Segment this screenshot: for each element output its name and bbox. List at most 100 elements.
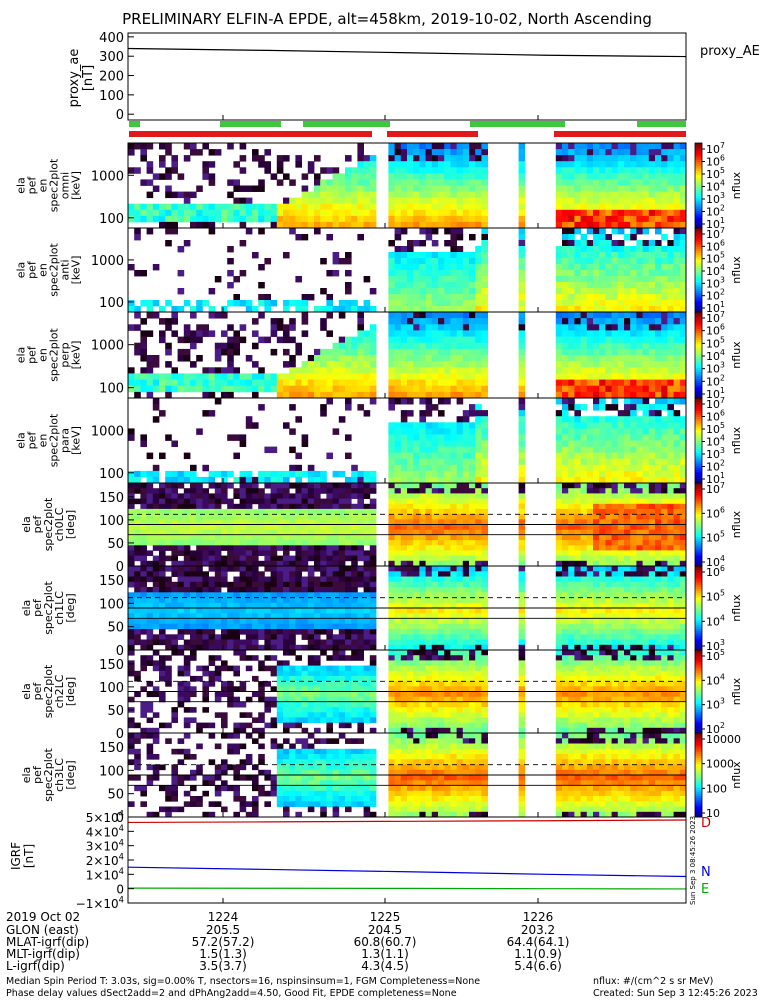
heat-cell [667,379,674,387]
heat-cell [518,555,526,562]
heat-cell [165,348,172,356]
heat-cell [456,618,464,625]
heat-cell [431,422,439,429]
heat-cell [661,385,668,393]
heat-cell [233,215,240,223]
heat-cell [239,508,247,515]
heat-cell [357,391,364,399]
heat-cell [196,149,203,156]
heat-cell [295,197,302,205]
heat-cell [425,618,433,625]
heat-cell [462,367,470,374]
heat-cell [307,581,315,588]
heat-cell [431,300,439,307]
heat-cell [438,571,445,577]
heat-cell [183,592,191,598]
heat-cell [555,252,563,259]
heat-cell [146,215,154,223]
heat-cell [400,639,408,646]
heat-cell [252,391,259,399]
heat-cell [208,623,216,630]
heat-cell [357,197,364,205]
heat-cell [159,215,166,223]
heat-cell [518,428,526,435]
heat-cell [295,276,302,283]
heat-cell [611,282,619,289]
heat-cell [221,634,228,640]
heat-cell [252,519,259,525]
heat-cell [586,550,594,556]
heat-cell [636,476,643,484]
heat-cell [450,355,457,362]
heat-cell [183,488,191,494]
heat-cell [252,597,259,604]
heat-cell [599,470,606,478]
heat-cell [270,555,278,562]
heat-cell [667,318,674,325]
heat-cell [239,143,247,150]
heat-cell [128,560,135,567]
heat-cell [258,550,265,556]
heat-cell [413,300,420,307]
heat-cell [431,608,439,614]
heat-cell [338,203,346,211]
heat-cell [593,560,600,567]
heat-cell [425,264,433,271]
heat-cell [165,592,172,598]
heat-cell [642,434,650,441]
heat-cell [134,629,141,635]
heat-cell [245,623,253,630]
heat-cell [431,514,439,520]
heat-cell [611,306,619,313]
heat-cell [648,483,656,489]
heat-cell [208,373,216,380]
heat-cell [431,282,439,289]
heat-cell [450,613,457,619]
heat-cell [469,221,476,229]
heat-cell [450,228,457,235]
heat-cell [469,300,476,307]
heat-cell [152,355,160,362]
heat-cell [165,639,172,646]
heat-cell [332,498,340,505]
heat-cell [636,355,643,362]
heat-cell [345,550,352,556]
heat-cell [630,221,637,229]
heat-cell [400,416,408,423]
heat-cell [456,342,464,350]
heat-cell [469,587,476,593]
heat-cell [438,581,445,588]
heat-cell [661,324,668,331]
heat-cell [605,361,612,368]
heat-cell [450,391,457,399]
heat-cell [270,534,278,541]
heat-cell [289,634,296,640]
heat-cell [456,373,464,380]
heat-cell [394,644,402,651]
heat-cell [444,221,451,229]
heat-cell [413,373,420,380]
heat-cell [661,422,668,429]
heat-cell [171,540,178,546]
heat-cell [599,324,606,331]
heat-cell [425,149,433,156]
heat-cell [419,215,426,223]
heat-cell [345,592,352,598]
heat-cell [431,179,439,186]
heat-cell [518,618,526,625]
heat-cell [190,618,197,625]
heat-cell [177,203,185,211]
heat-cell [202,592,209,598]
heat-cell [562,373,569,380]
heat-cell [208,560,216,567]
heat-cell [462,209,470,217]
heat-cell [128,597,135,604]
heat-cell [562,434,569,441]
heat-cell [630,306,637,313]
heat-cell [357,524,364,531]
heat-cell [624,342,631,350]
heat-cell [679,288,687,295]
heat-cell [456,173,464,180]
heat-cell [555,550,563,556]
heat-cell [469,191,476,199]
